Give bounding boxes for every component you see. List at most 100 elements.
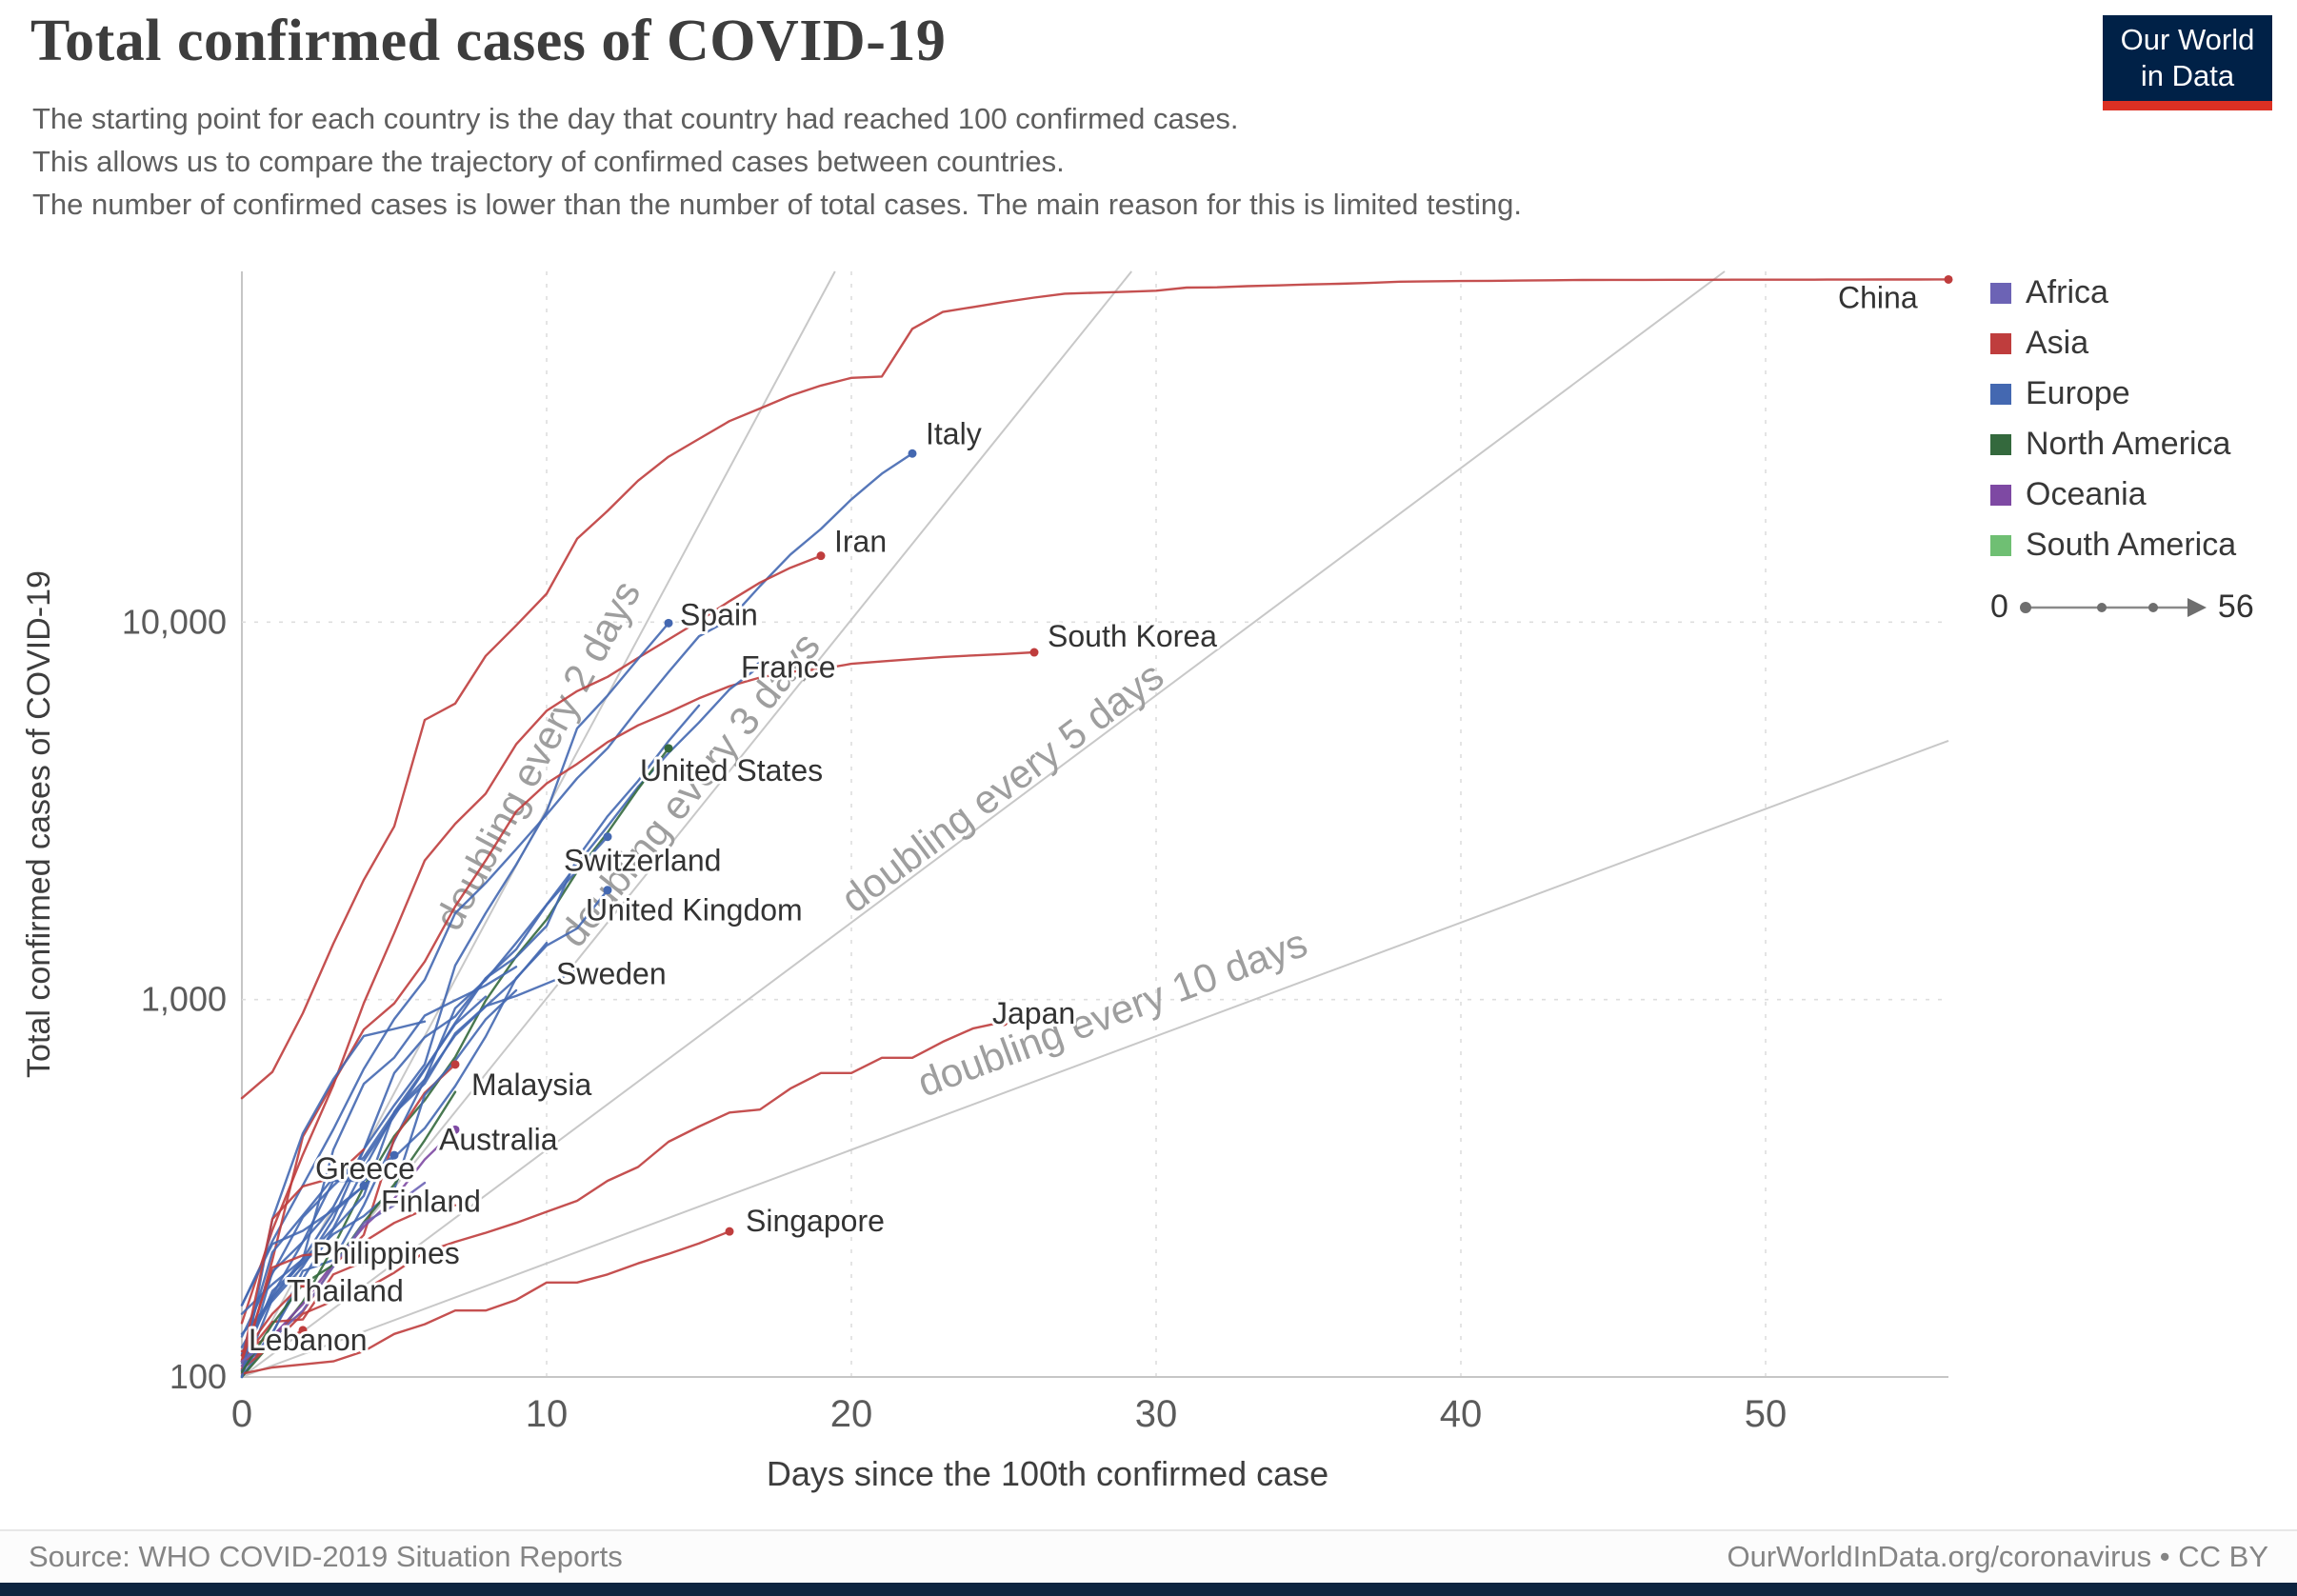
country-label-united-kingdom[interactable]: United Kingdom	[583, 890, 806, 930]
series-endpoint-thailand	[298, 1279, 308, 1288]
guide-label-10-days: doubling every 10 days	[911, 920, 1312, 1106]
series-endpoint-spain	[664, 618, 673, 628]
series-line-united-states[interactable]	[240, 747, 670, 1379]
page-title: Total confirmed cases of COVID-19	[30, 9, 947, 73]
series-line-south-korea[interactable]	[240, 650, 1036, 1372]
y-axis-title: Total confirmed cases of COVID-19	[21, 570, 57, 1078]
legend-label: Europe	[2026, 375, 2130, 411]
chart-subtitle: The starting point for each country is t…	[32, 97, 1522, 226]
country-label-singapore[interactable]: Singapore	[743, 1201, 888, 1241]
timeline-handle-start[interactable]	[2019, 601, 2031, 613]
series-line-spain[interactable]	[240, 622, 670, 1348]
series-line-unlabeled	[240, 1147, 366, 1363]
continent-legend: Africa Asia Europe North America Oceania Sout…	[1990, 274, 2236, 564]
country-label-philippines[interactable]: Philippines	[310, 1233, 463, 1273]
series-endpoint-iran	[816, 551, 826, 561]
bottom-bar	[0, 1583, 2297, 1596]
guide-label-5-days: doubling every 5 days	[832, 652, 1171, 921]
country-label-thailand[interactable]: Thailand	[284, 1271, 407, 1311]
country-label-finland[interactable]: Finland	[378, 1181, 484, 1221]
series-endpoint-south-korea	[1029, 648, 1039, 657]
country-label-australia[interactable]: Australia	[436, 1119, 561, 1159]
series-line-unlabeled	[240, 1181, 427, 1363]
legend-label: Asia	[2026, 325, 2089, 361]
legend-item-oceania: Oceania	[1990, 476, 2236, 513]
y-tick-label-100: 100	[170, 1357, 227, 1396]
x-axis-title: Days since the 100th confirmed case	[767, 1454, 1328, 1493]
y-tick-label-1000: 1,000	[141, 980, 227, 1019]
legend-label: Africa	[2026, 274, 2108, 310]
country-label-italy[interactable]: Italy	[923, 413, 985, 453]
legend-item-europe: Europe	[1990, 375, 2236, 412]
legend-item-north-america: North America	[1990, 426, 2236, 463]
series-endpoint-switzerland	[603, 832, 612, 842]
series-endpoint-lebanon	[298, 1326, 308, 1335]
series-endpoint-china	[1944, 274, 1953, 284]
series-endpoint-philippines	[359, 1257, 369, 1267]
timeline-dot[interactable]	[2147, 602, 2158, 612]
x-tick-label-40: 40	[1440, 1393, 1483, 1435]
owid-logo-text-2: in Data	[2140, 59, 2235, 92]
series-endpoint-france	[755, 661, 765, 670]
country-label-japan[interactable]: Japan	[989, 993, 1078, 1033]
series-line-singapore[interactable]	[240, 1230, 731, 1375]
legend-label: Oceania	[2026, 476, 2147, 512]
series-endpoint-united-states	[664, 744, 673, 753]
country-label-malaysia[interactable]: Malaysia	[469, 1065, 594, 1105]
legend-item-south-america: South America	[1990, 527, 2236, 564]
guide-line-5-days	[241, 270, 1726, 1378]
series-endpoint-united-kingdom	[603, 886, 612, 895]
credit-link[interactable]: OurWorldInData.org/coronavirus • CC BY	[1727, 1540, 2269, 1573]
source-note: Source: WHO COVID-2019 Situation Reports	[29, 1540, 623, 1573]
timeline-start-label: 0	[1990, 589, 2008, 625]
series-endpoint-greece	[389, 1150, 399, 1160]
legend-swatch-asia	[1990, 332, 2011, 354]
series-line-china[interactable]	[240, 278, 1950, 1100]
country-label-switzerland[interactable]: Switzerland	[561, 841, 724, 881]
timeline-dot[interactable]	[2096, 602, 2107, 612]
series-line-japan[interactable]	[240, 1020, 1006, 1370]
timeline-arrow-icon	[2187, 597, 2207, 617]
legend-swatch-north-america	[1990, 433, 2011, 455]
x-tick-label-50: 50	[1745, 1393, 1788, 1435]
subtitle-line-2: This allows us to compare the trajectory…	[32, 145, 1065, 178]
subtitle-line-1: The starting point for each country is t…	[32, 102, 1239, 135]
y-tick-label-10000: 10,000	[122, 602, 227, 641]
country-label-united-states[interactable]: United States	[637, 750, 826, 790]
owid-logo[interactable]: Our World in Data	[2103, 15, 2272, 110]
series-line-italy[interactable]	[240, 452, 914, 1307]
country-label-lebanon[interactable]: Lebanon	[246, 1320, 370, 1360]
series-line-france[interactable]	[240, 665, 762, 1379]
x-tick-label-20: 20	[830, 1393, 873, 1435]
series-line-unlabeled	[240, 995, 488, 1372]
series-line-unlabeled	[240, 1204, 457, 1363]
owid-logo-text-1: Our World	[2120, 23, 2255, 56]
country-label-sweden[interactable]: Sweden	[553, 954, 669, 994]
country-label-china[interactable]: China	[1835, 277, 1921, 317]
x-tick-label-0: 0	[231, 1393, 252, 1435]
legend-item-asia: Asia	[1990, 325, 2236, 362]
x-tick-label-30: 30	[1135, 1393, 1178, 1435]
country-label-france[interactable]: France	[738, 647, 839, 687]
timeline-end-label: 56	[2217, 589, 2254, 625]
country-label-south-korea[interactable]: South Korea	[1045, 616, 1220, 656]
country-label-spain[interactable]: Spain	[677, 594, 761, 634]
series-endpoint-finland	[359, 1181, 369, 1190]
series-endpoint-japan	[999, 1017, 1009, 1027]
legend-swatch-oceania	[1990, 484, 2011, 506]
series-endpoint-australia	[450, 1125, 460, 1134]
country-label-greece[interactable]: Greece	[312, 1148, 418, 1188]
series-line-unlabeled	[240, 966, 518, 1315]
legend-swatch-south-america	[1990, 534, 2011, 556]
timeline-track[interactable]	[2016, 595, 2210, 620]
timeline-slider[interactable]: 0 56	[1990, 589, 2254, 626]
legend-label: North America	[2026, 426, 2231, 462]
legend-item-africa: Africa	[1990, 274, 2236, 311]
guide-line-10-days	[241, 739, 1949, 1378]
country-label-iran[interactable]: Iran	[831, 522, 889, 562]
series-endpoint-sweden	[572, 967, 582, 976]
series-line-philippines[interactable]	[240, 1260, 366, 1362]
series-line-unlabeled	[240, 704, 701, 1335]
